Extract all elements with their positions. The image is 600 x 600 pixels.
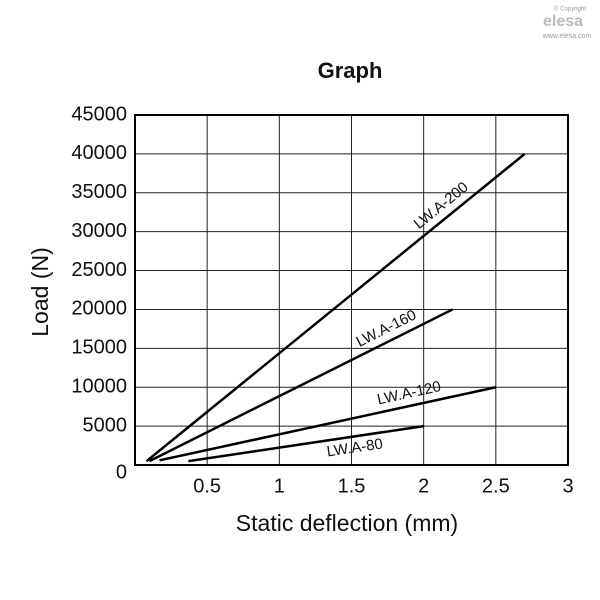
line bbox=[145, 152, 526, 463]
y-axis-label: Load (N) bbox=[27, 247, 53, 336]
chart-title: Graph bbox=[318, 58, 383, 83]
y-tick-label: 25000 bbox=[71, 259, 127, 281]
y-tick-label: 10000 bbox=[71, 376, 127, 398]
x-tick-label: 2.5 bbox=[482, 475, 510, 497]
x-tick-label: 3 bbox=[562, 475, 573, 497]
y-tick-label: 5000 bbox=[83, 414, 128, 436]
series-label: LW.A-160 bbox=[354, 306, 420, 350]
y-tick-label: 15000 bbox=[71, 337, 127, 359]
line bbox=[148, 308, 454, 463]
x-tick-label: 0.5 bbox=[193, 475, 221, 497]
series-label: LW.A-120 bbox=[376, 378, 443, 408]
watermark: www.elesa.com bbox=[542, 33, 592, 40]
x-tick-label: 1 bbox=[274, 475, 285, 497]
y-tick-label: 30000 bbox=[71, 220, 127, 242]
plot-frame bbox=[134, 114, 569, 466]
line bbox=[188, 424, 424, 463]
x-axis-label: Static deflection (mm) bbox=[236, 510, 458, 536]
y-tick-label: 35000 bbox=[71, 181, 127, 203]
y-tick-label: 45000 bbox=[71, 103, 127, 125]
y-tick-label: 20000 bbox=[71, 298, 127, 320]
watermark: elesa bbox=[543, 13, 583, 30]
x-tick-label: 2 bbox=[418, 475, 429, 497]
y-tick-label: 40000 bbox=[71, 142, 127, 164]
x-tick-label: 1.5 bbox=[338, 475, 366, 497]
y-tick-label: 0 bbox=[116, 461, 127, 483]
line bbox=[159, 386, 497, 462]
watermark: © Copyright bbox=[554, 6, 586, 13]
